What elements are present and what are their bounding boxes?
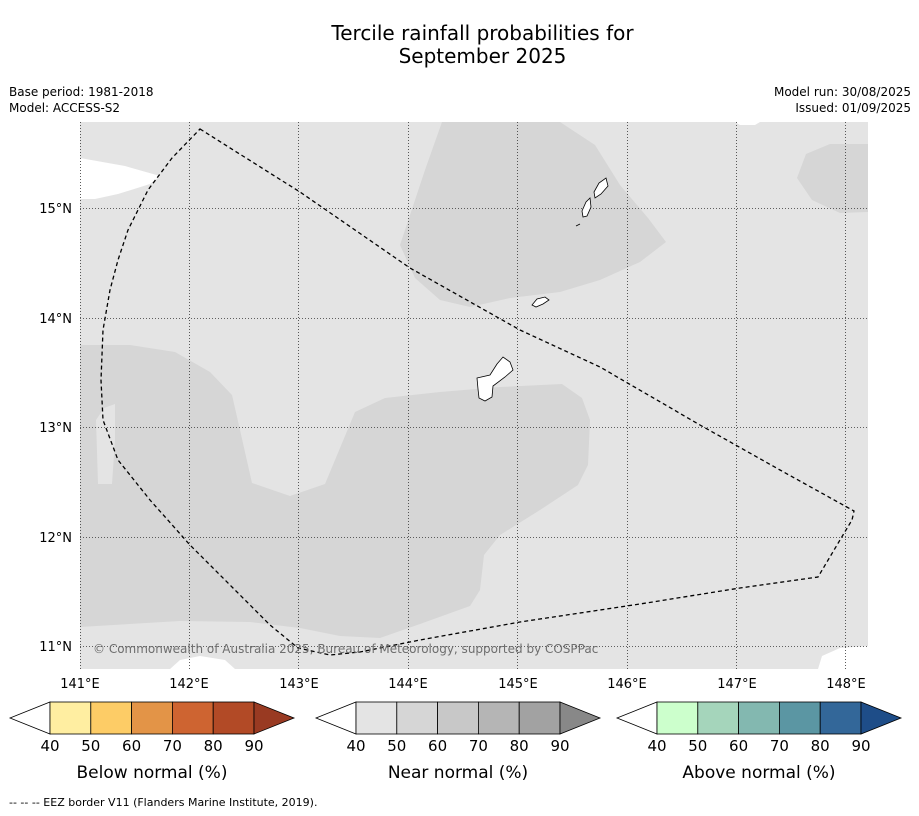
legend-near-low-triangle: [314, 701, 357, 735]
eez-footnote: -- -- -- EEZ border V11 (Flanders Marine…: [9, 796, 318, 809]
legend-above-tick-70: 70: [770, 737, 789, 755]
legend-above-segment-2: [697, 701, 739, 735]
lat-label-14: 14°N: [39, 312, 72, 327]
legend-near-segment-1: [355, 701, 398, 735]
map-title: Tercile rainfall probabilities for Septe…: [0, 22, 919, 68]
legend-near-segment-2: [396, 701, 438, 735]
legend-above: 40 50 60 70 80 90 Above normal (%): [615, 701, 903, 783]
legend-above-tick-40: 40: [647, 737, 666, 755]
legend-below-title: Below normal (%): [77, 763, 228, 783]
legend-near-tick-40: 40: [346, 737, 365, 755]
lon-label-146: 146°E: [607, 677, 647, 692]
lon-label-142: 142°E: [169, 677, 209, 692]
legend-above-tick-60: 60: [729, 737, 748, 755]
legend-below-segment-5: [212, 701, 255, 735]
no-signal-blob-bottom-right: [818, 646, 868, 669]
island-guam: [476, 356, 514, 402]
near-normal-region-north: [400, 122, 666, 307]
lat-label-11: 11°N: [39, 640, 72, 655]
legend-above-high-triangle: [860, 701, 903, 735]
legend-below-tick-80: 80: [204, 737, 223, 755]
legend-below-tick-50: 50: [81, 737, 100, 755]
light-notch: [96, 404, 115, 484]
near-normal-region-south: [80, 345, 590, 638]
lat-label-13: 13°N: [39, 421, 72, 436]
no-signal-blob-bottom: [170, 656, 235, 669]
lon-label-147: 147°E: [717, 677, 757, 692]
model-run-text: Model run: 30/08/2025: [773, 85, 911, 99]
issued-text: Issued: 01/09/2025: [795, 101, 911, 115]
legend-above-low-triangle: [615, 701, 658, 735]
map-title-line-2: September 2025: [398, 44, 567, 68]
model-text: Model: ACCESS-S2: [9, 101, 121, 115]
no-signal-blob-top: [735, 122, 760, 125]
lat-label-15: 15°N: [39, 202, 72, 217]
meta-left: Base period: 1981-2018 Model: ACCESS-S2: [9, 84, 154, 116]
legend-near-title: Near normal (%): [388, 763, 528, 783]
legend-above-tick-80: 80: [811, 737, 830, 755]
lon-label-143: 143°E: [279, 677, 319, 692]
legend-near-tick-60: 60: [428, 737, 447, 755]
legend-below-segment-2: [90, 701, 133, 735]
legend-below-tick-70: 70: [163, 737, 182, 755]
legend-near-segment-4: [477, 701, 520, 735]
legend-above-segment-4: [779, 701, 821, 735]
legend-below-tick-60: 60: [122, 737, 141, 755]
legend-above-segment-1: [656, 701, 699, 735]
legend-above-segment-5: [819, 701, 862, 735]
legend-above-tick-90: 90: [851, 737, 870, 755]
lon-label-145: 145°E: [498, 677, 538, 692]
islands: [476, 177, 609, 402]
legend-below: 40 50 60 70 80 90 Below normal (%): [8, 701, 296, 783]
legend-below-segment-1: [49, 701, 92, 735]
island-saipan: [593, 177, 609, 199]
legend-near-high-triangle: [559, 701, 602, 735]
island-aguijan: [575, 223, 581, 227]
legend-below-segment-4: [171, 701, 214, 735]
legend-below-high-triangle: [253, 701, 296, 735]
gridlines: [80, 122, 868, 669]
lon-label-144: 144°E: [388, 677, 428, 692]
legend-near-tick-50: 50: [387, 737, 406, 755]
legend-near-tick-80: 80: [510, 737, 529, 755]
island-tinian: [581, 197, 592, 218]
legend-near-tick-70: 70: [469, 737, 488, 755]
lat-label-12: 12°N: [39, 531, 72, 546]
near-normal-region-northeast: [797, 144, 868, 213]
island-rota: [531, 296, 550, 308]
legend-near: 40 50 60 70 80 90 Near normal (%): [314, 701, 602, 783]
legend-above-tick-50: 50: [688, 737, 707, 755]
legend-below-tick-40: 40: [40, 737, 59, 755]
copyright-text: © Commonwealth of Australia 2025, Bureau…: [93, 642, 598, 656]
lon-label-148: 148°E: [826, 677, 866, 692]
base-period-text: Base period: 1981-2018: [9, 85, 154, 99]
legend-near-segment-5: [518, 701, 561, 735]
no-signal-region: [80, 158, 160, 199]
legend-near-segment-3: [437, 701, 479, 735]
legend-below-tick-90: 90: [244, 737, 263, 755]
map-title-line-1: Tercile rainfall probabilities for: [331, 21, 634, 45]
lon-label-141: 141°E: [60, 677, 100, 692]
legend-above-title: Above normal (%): [682, 763, 835, 783]
legend-below-segment-3: [131, 701, 173, 735]
meta-right: Model run: 30/08/2025 Issued: 01/09/2025: [774, 84, 911, 116]
eez-border: [100, 128, 855, 656]
legend-near-tick-90: 90: [550, 737, 569, 755]
legend-above-segment-3: [738, 701, 780, 735]
legend-below-low-triangle: [8, 701, 51, 735]
